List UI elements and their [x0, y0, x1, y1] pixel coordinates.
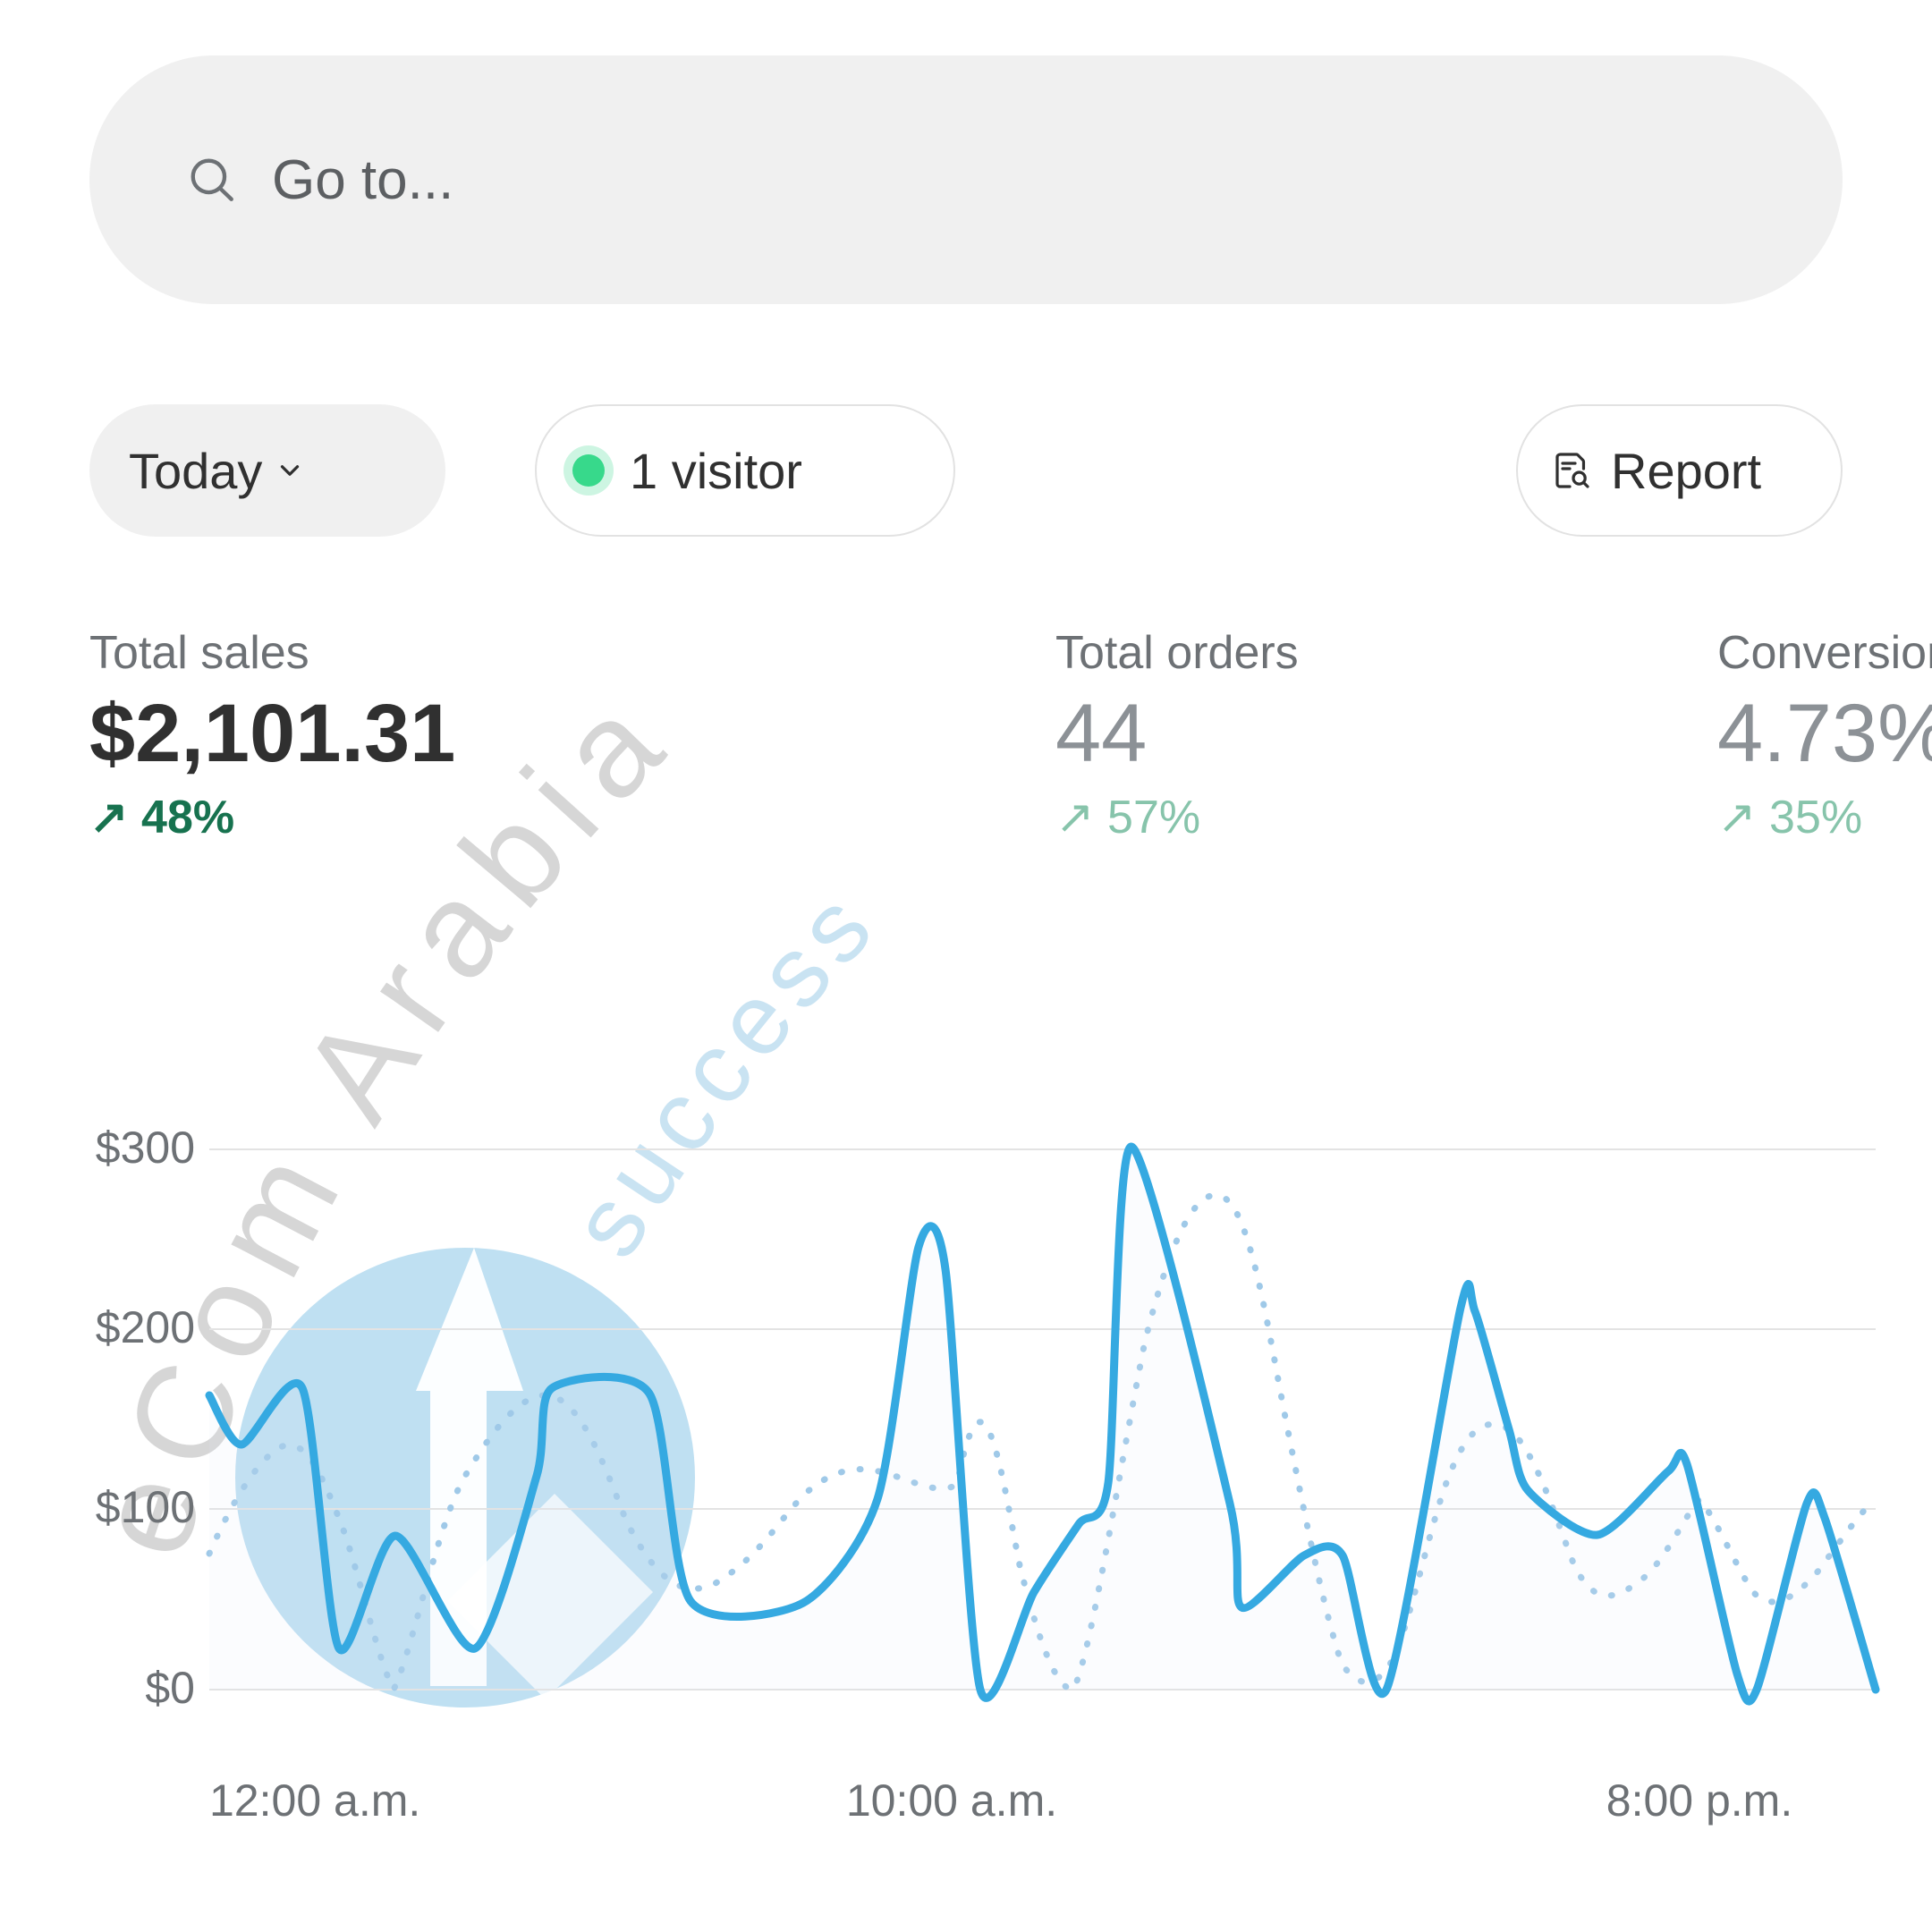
svg-text:$0: $0 [145, 1663, 195, 1713]
svg-text:$100: $100 [96, 1482, 195, 1532]
svg-text:12:00 a.m.: 12:00 a.m. [209, 1775, 420, 1826]
svg-text:$300: $300 [96, 1123, 195, 1173]
svg-text:$200: $200 [96, 1302, 195, 1352]
svg-text:10:00 a.m.: 10:00 a.m. [846, 1775, 1057, 1826]
svg-text:8:00 p.m.: 8:00 p.m. [1606, 1775, 1792, 1826]
